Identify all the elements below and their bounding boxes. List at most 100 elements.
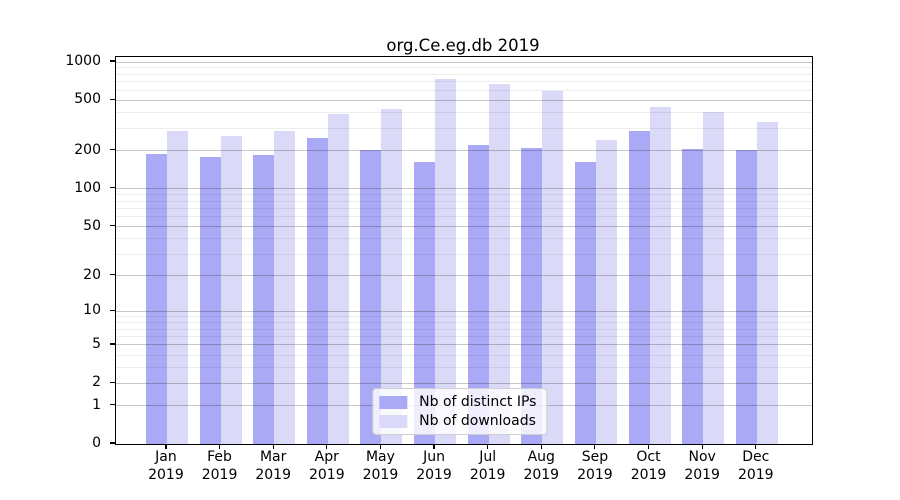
bar-downloads-dec <box>756 122 778 444</box>
x-tick-month: Sep <box>581 449 609 465</box>
x-tick-year: 2019 <box>577 466 613 483</box>
plot-area: Nb of distinct IPs Nb of downloads <box>115 56 813 445</box>
x-tick-month: May <box>365 449 395 465</box>
x-tick-label: Nov 2019 <box>667 449 737 484</box>
bars-layer <box>116 57 812 444</box>
bar-distinct-ips-mar <box>253 154 275 444</box>
x-tick-year: 2019 <box>630 466 667 483</box>
y-tick-label: 0 <box>92 435 101 451</box>
x-tick-label: May 2019 <box>345 449 415 484</box>
bar-downloads-may <box>381 108 403 444</box>
bar-downloads-oct <box>649 106 671 444</box>
bar-distinct-ips-feb <box>199 157 221 444</box>
x-tick-year: 2019 <box>469 466 506 483</box>
x-tick-label: Oct 2019 <box>614 449 684 484</box>
x-tick-year: 2019 <box>308 466 345 483</box>
y-tick <box>110 274 115 276</box>
x-tick <box>165 444 167 449</box>
bar-distinct-ips-jan <box>145 154 167 444</box>
bar-distinct-ips-apr <box>306 138 328 444</box>
x-tick-year: 2019 <box>362 466 399 483</box>
x-tick-label: Dec 2019 <box>721 449 791 484</box>
x-tick-month: Mar <box>259 449 287 465</box>
x-tick-label: Jan 2019 <box>131 449 201 484</box>
y-tick <box>110 381 115 383</box>
x-tick-month: Apr <box>314 449 339 465</box>
bar-distinct-ips-nov <box>682 148 704 444</box>
x-tick-month: Dec <box>742 449 770 465</box>
x-tick-label: Jul 2019 <box>453 449 523 484</box>
bar-downloads-mar <box>274 131 296 444</box>
x-tick <box>540 444 542 449</box>
x-tick-label: Mar 2019 <box>238 449 308 484</box>
y-tick-label: 2 <box>92 374 101 391</box>
legend-entry-downloads: Nb of downloads <box>379 413 536 429</box>
x-tick-year: 2019 <box>737 466 774 483</box>
y-tick-label: 20 <box>83 266 101 283</box>
legend: Nb of distinct IPs Nb of downloads <box>372 388 548 435</box>
legend-label-distinct-ips: Nb of distinct IPs <box>419 394 537 410</box>
y-tick-label: 50 <box>83 217 101 234</box>
x-tick-month: Oct <box>636 449 661 465</box>
y-tick-label: 10 <box>83 302 101 319</box>
chart-title: org.Ce.eg.db 2019 <box>386 36 540 55</box>
x-tick <box>647 444 650 449</box>
x-tick-label: Apr 2019 <box>292 449 362 484</box>
bar-distinct-ips-sep <box>574 162 596 444</box>
y-tick-label: 5 <box>92 335 101 352</box>
legend-swatch-downloads-icon <box>379 414 408 428</box>
x-tick <box>487 444 489 449</box>
y-tick-label: 100 <box>74 179 101 196</box>
legend-entry-distinct-ips: Nb of distinct IPs <box>379 394 536 410</box>
y-tick <box>110 60 115 62</box>
x-tick <box>379 444 381 449</box>
x-tick-month: Jun <box>423 449 445 465</box>
x-tick <box>218 444 221 449</box>
x-tick-year: 2019 <box>148 466 184 483</box>
x-tick <box>594 444 596 449</box>
y-tick <box>110 225 115 227</box>
x-tick-month: Feb <box>207 449 232 465</box>
x-tick <box>701 444 703 449</box>
x-tick-year: 2019 <box>523 466 560 483</box>
x-tick <box>326 444 328 449</box>
legend-swatch-distinct-ips-icon <box>379 395 408 409</box>
bar-downloads-jan <box>166 131 188 444</box>
y-tick-label: 1 <box>92 396 101 413</box>
y-tick <box>110 309 115 311</box>
x-tick-month: Aug <box>527 449 555 465</box>
bar-downloads-aug <box>542 90 564 444</box>
bar-distinct-ips-aug <box>521 147 543 444</box>
y-tick <box>110 343 115 345</box>
y-tick <box>110 98 115 100</box>
x-tick-label: Feb 2019 <box>185 449 255 484</box>
x-tick-year: 2019 <box>684 466 720 483</box>
bar-downloads-nov <box>703 112 725 444</box>
bar-distinct-ips-jun <box>414 162 436 444</box>
bar-downloads-jul <box>488 84 510 444</box>
y-tick <box>110 404 115 406</box>
x-tick-month: Nov <box>688 449 716 465</box>
bar-distinct-ips-may <box>360 149 382 444</box>
x-tick-label: Jun 2019 <box>399 449 469 484</box>
bar-downloads-feb <box>220 135 242 444</box>
bar-downloads-jun <box>435 78 457 444</box>
y-tick-label: 500 <box>74 91 101 108</box>
y-tick-label: 200 <box>74 141 101 158</box>
y-tick-label: 1000 <box>65 53 101 69</box>
bar-distinct-ips-oct <box>628 130 650 444</box>
bar-distinct-ips-jul <box>467 145 489 444</box>
x-tick-label: Sep 2019 <box>560 449 630 484</box>
x-tick-label: Aug 2019 <box>506 449 576 484</box>
x-tick-year: 2019 <box>201 466 238 483</box>
y-tick <box>110 187 115 189</box>
x-tick <box>433 444 435 449</box>
x-tick-month: Jul <box>479 449 497 465</box>
x-tick <box>755 444 757 449</box>
x-tick-month: Jan <box>155 449 177 465</box>
x-tick <box>272 444 274 449</box>
legend-label-downloads: Nb of downloads <box>419 413 536 429</box>
bar-downloads-sep <box>595 140 617 444</box>
x-tick-year: 2019 <box>255 466 291 483</box>
